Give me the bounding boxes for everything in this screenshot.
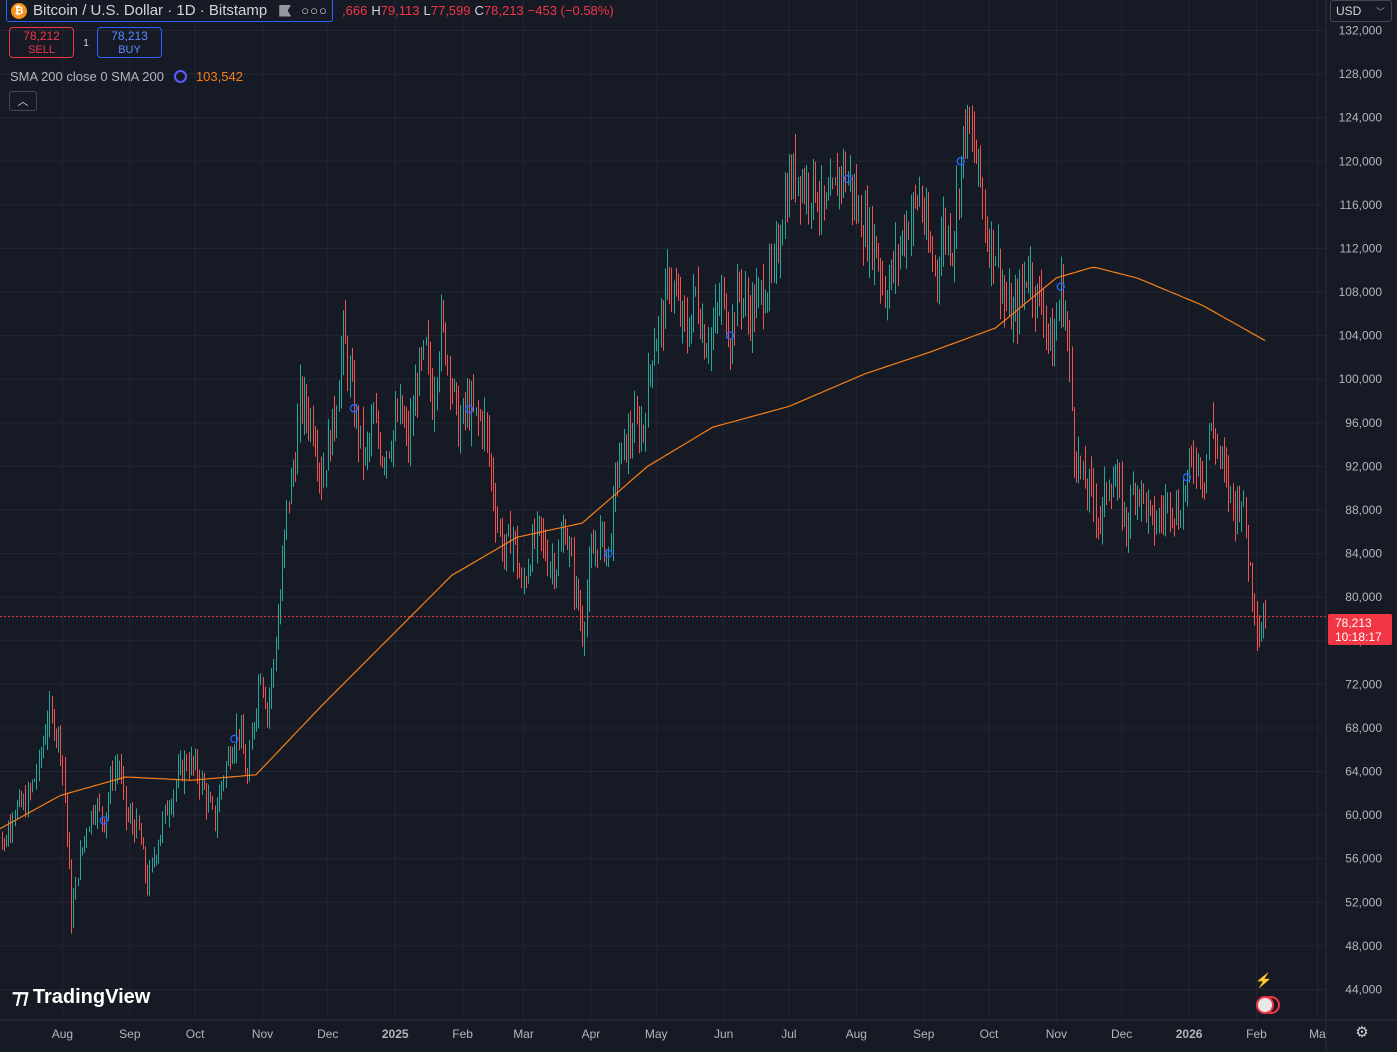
y-tick-label: 64,000 — [1345, 765, 1382, 779]
event-marker[interactable] — [726, 331, 735, 340]
x-tick-label: Mar — [513, 1027, 534, 1041]
chevron-down-icon: ﹀ — [1375, 6, 1385, 17]
sma-200-line — [0, 266, 1266, 830]
y-tick-label: 44,000 — [1345, 982, 1382, 996]
flag-icon[interactable] — [279, 4, 292, 17]
loading-icon — [173, 70, 187, 83]
ohlc-low-label: L — [423, 3, 431, 18]
event-marker[interactable] — [99, 816, 108, 825]
event-marker[interactable] — [604, 549, 613, 558]
lightning-event-icon[interactable]: ⚡ — [1255, 972, 1273, 988]
event-marker[interactable] — [230, 734, 239, 743]
x-tick-label: Nov — [1046, 1027, 1067, 1041]
currency-select[interactable]: USD ﹀ — [1330, 0, 1392, 22]
x-tick-label: Feb — [452, 1027, 473, 1041]
y-tick-label: 96,000 — [1345, 416, 1382, 430]
price-axis[interactable]: 44,000 48,000 52,000 56,000 60,000 64,000 68,0… — [1325, 0, 1383, 1052]
x-tick-label: Oct — [980, 1027, 999, 1041]
y-tick-label: 88,000 — [1345, 503, 1382, 517]
y-tick-label: 72,000 — [1345, 677, 1382, 691]
x-tick-label: Feb — [1246, 1027, 1267, 1041]
sell-price: 78,212 — [23, 29, 60, 43]
sell-label: SELL — [28, 44, 55, 56]
x-tick-label: Sep — [119, 1027, 141, 1041]
y-tick-label: 52,000 — [1345, 895, 1382, 909]
logo-text: TradingView — [32, 986, 151, 1008]
more-options-icon[interactable]: ○○○ — [301, 3, 328, 18]
x-tick-label: Jun — [714, 1027, 733, 1041]
us-event-icon[interactable] — [1256, 996, 1282, 1016]
time-axis[interactable]: Aug Sep Oct Nov Dec 2025 Feb Mar Apr May Jun Jul Aug… — [0, 1019, 1397, 1041]
buy-label: BUY — [118, 44, 141, 56]
x-tick-label: Ma — [1309, 1027, 1326, 1041]
last-price-value: 78,213 — [1335, 616, 1372, 630]
event-marker[interactable] — [843, 174, 852, 184]
chevron-up-icon: ︿ — [17, 96, 29, 108]
event-marker[interactable] — [464, 405, 474, 414]
x-tick-label: Nov — [252, 1027, 273, 1041]
settings-gear-icon[interactable]: ⚙ — [1355, 1024, 1369, 1041]
sma-legend[interactable]: SMA 200 close 0 SMA 200 103,542 — [10, 69, 243, 84]
y-tick-label: 112,000 — [1340, 241, 1383, 255]
y-tick-label: 60,000 — [1345, 808, 1382, 822]
y-tick-label: 116,000 — [1340, 198, 1383, 212]
x-tick-label: Jul — [781, 1027, 796, 1041]
spread-value: 1 — [83, 38, 89, 49]
ohlc-low: 77,599 — [430, 3, 471, 18]
y-tick-label: 120,000 — [1339, 154, 1383, 168]
sma-legend-name[interactable]: SMA 200 close 0 SMA 200 — [10, 69, 164, 84]
currency-value: USD — [1336, 4, 1362, 18]
y-tick-label: 84,000 — [1345, 547, 1382, 561]
bar-countdown: 10:18:17 — [1335, 630, 1382, 644]
y-tick-label: 80,000 — [1345, 590, 1382, 604]
event-marker[interactable] — [956, 157, 965, 166]
x-tick-label: Dec — [1111, 1027, 1132, 1041]
collapse-legend-button[interactable]: ︿ — [9, 91, 37, 111]
chart-markers — [99, 157, 1192, 825]
sell-button[interactable]: 78,212 SELL — [9, 27, 74, 58]
chart-grid — [0, 0, 1326, 1020]
x-tick-label: Aug — [846, 1027, 867, 1041]
y-tick-label: 92,000 — [1345, 459, 1382, 473]
x-tick-label: Sep — [913, 1027, 935, 1041]
y-tick-label: 124,000 — [1339, 111, 1383, 125]
y-tick-label: 100,000 — [1339, 372, 1383, 386]
buy-price: 78,213 — [111, 29, 148, 43]
ohlc-readout: ,666 H79,113 L77,599 C78,213 −453 (−0.58%) — [342, 3, 618, 18]
event-marker[interactable] — [1056, 282, 1065, 291]
sma-legend-value: 103,542 — [195, 69, 243, 84]
event-marker[interactable] — [1182, 473, 1192, 482]
price-bars — [2, 104, 1266, 934]
tradingview-logo-icon: ⁊⁊ — [12, 987, 29, 1008]
ohlc-open: ,666 — [342, 3, 368, 18]
ohlc-close: 78,213 — [483, 3, 524, 18]
last-price-label: 78,213 10:18:17 — [1328, 614, 1392, 645]
buy-button[interactable]: 78,213 BUY — [97, 27, 162, 58]
y-tick-label: 48,000 — [1345, 939, 1382, 953]
y-tick-label: 128,000 — [1339, 67, 1383, 81]
x-tick-label: Dec — [317, 1027, 338, 1041]
y-tick-label: 104,000 — [1339, 329, 1383, 343]
event-marker[interactable] — [349, 404, 359, 413]
ohlc-close-label: C — [474, 3, 484, 18]
bitcoin-icon: ₿ — [11, 2, 27, 19]
x-tick-label: Oct — [186, 1027, 205, 1041]
ohlc-high: 79,113 — [380, 3, 420, 18]
symbol-title-bar[interactable]: ₿ Bitcoin / U.S. Dollar · 1D · Bitstamp … — [6, 0, 333, 22]
x-tick-label: 2025 — [382, 1027, 409, 1041]
x-tick-label: May — [645, 1027, 668, 1041]
x-tick-label: 2026 — [1176, 1027, 1203, 1041]
x-tick-label: Apr — [582, 1027, 601, 1041]
y-tick-label: 68,000 — [1345, 721, 1382, 735]
y-tick-label: 132,000 — [1339, 24, 1383, 38]
ohlc-change: −453 (−0.58%) — [527, 3, 614, 18]
x-tick-label: Aug — [52, 1027, 73, 1041]
symbol-title[interactable]: Bitcoin / U.S. Dollar · 1D · Bitstamp — [33, 2, 268, 19]
tradingview-logo[interactable]: ⁊⁊ TradingView — [12, 986, 150, 1009]
y-tick-label: 108,000 — [1339, 285, 1383, 299]
ohlc-high-label: H — [371, 3, 381, 18]
y-tick-label: 56,000 — [1345, 852, 1382, 866]
